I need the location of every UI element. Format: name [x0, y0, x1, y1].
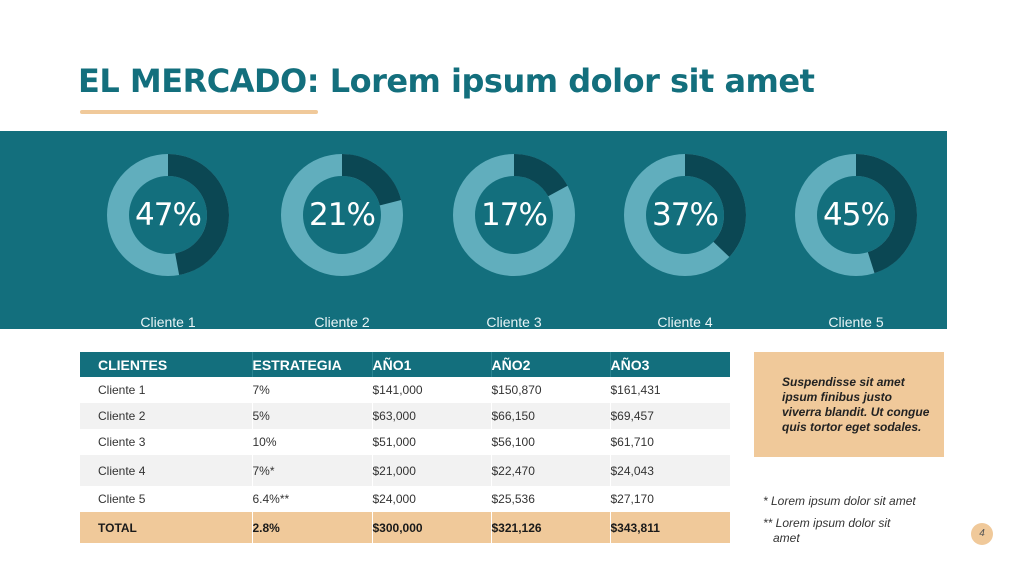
donut-band: 47% Cliente 1 21% Cliente 2 17% Cliente … [0, 131, 947, 330]
footnote-2-line-2: amet [773, 531, 800, 545]
header-ano1: AÑO1 [372, 352, 492, 377]
table-cell: $61,710 [610, 429, 731, 455]
donut-percent: 47% [135, 197, 202, 233]
table-cell: $69,457 [610, 403, 731, 429]
footnote-1: * Lorem ipsum dolor sit amet [763, 494, 916, 508]
table-cell: $150,870 [491, 377, 611, 403]
table-total-row: TOTAL 2.8% $300,000 $321,126 $343,811 [80, 512, 731, 543]
donut-value-arc [453, 154, 575, 276]
total-cell: $300,000 [372, 512, 492, 543]
table-cell: Cliente 5 [80, 486, 253, 512]
note-text: Suspendisse sit amet ipsum finibus justo… [782, 375, 930, 434]
title-underline [80, 110, 318, 114]
donut-chart-cliente-5: 45% Cliente 5 [794, 153, 918, 330]
table-cell: 5% [252, 403, 373, 429]
table-cell: $22,470 [491, 455, 611, 486]
donut-label: Cliente 1 [140, 314, 196, 330]
table-cell: $27,170 [610, 486, 731, 512]
donut-percent: 37% [652, 197, 719, 233]
donut-chart-cliente-4: 37% Cliente 4 [623, 153, 747, 330]
table-cell: $21,000 [372, 455, 492, 486]
slide-title: EL MERCADO: Lorem ipsum dolor sit amet [78, 62, 815, 100]
header-ano3: AÑO3 [610, 352, 730, 377]
donut-value-arc [281, 154, 403, 276]
page-number-badge: 4 [971, 523, 993, 545]
donut-ring [281, 154, 403, 276]
header-ano2: AÑO2 [491, 352, 611, 377]
donut-label: Cliente 5 [828, 314, 884, 330]
donut-value-arc [795, 154, 917, 276]
donut-ring [453, 154, 575, 276]
donut-percent: 45% [823, 197, 890, 233]
table-cell: 7% [252, 377, 373, 403]
table-row: Cliente 4 7%* $21,000 $22,470 $24,043 [80, 455, 731, 486]
donut-percent: 21% [309, 197, 376, 233]
table-cell: 7%* [252, 455, 373, 486]
header-estrategia: ESTRATEGIA [252, 352, 373, 377]
donut-ring [107, 154, 229, 276]
table-cell: Cliente 2 [80, 403, 253, 429]
donut-chart-cliente-2: 21% Cliente 2 [280, 153, 404, 330]
table-row: Cliente 1 7% $141,000 $150,870 $161,431 [80, 377, 731, 403]
table-cell: $25,536 [491, 486, 611, 512]
donut-label: Cliente 3 [486, 314, 542, 330]
table-cell: Cliente 4 [80, 455, 253, 486]
table-cell: $51,000 [372, 429, 492, 455]
donut-value-arc [107, 154, 229, 276]
clients-table: CLIENTES ESTRATEGIA AÑO1 AÑO2 AÑO3 Clien… [80, 352, 731, 543]
donut-label: Cliente 4 [657, 314, 713, 330]
total-cell: $343,811 [610, 512, 731, 543]
total-cell: TOTAL [80, 512, 253, 543]
table-cell: $141,000 [372, 377, 492, 403]
table-cell: $56,100 [491, 429, 611, 455]
table-cell: $66,150 [491, 403, 611, 429]
total-cell: $321,126 [491, 512, 611, 543]
table-cell: $161,431 [610, 377, 731, 403]
donut-value-arc [624, 154, 746, 276]
footnote-2: ** Lorem ipsum dolor sit amet [763, 516, 890, 546]
table-cell: Cliente 1 [80, 377, 253, 403]
donut-ring [624, 154, 746, 276]
table-row: Cliente 3 10% $51,000 $56,100 $61,710 [80, 429, 731, 455]
donut-label: Cliente 2 [314, 314, 370, 330]
table-cell: $24,043 [610, 455, 731, 486]
table-row: Cliente 5 6.4%** $24,000 $25,536 $27,170 [80, 486, 731, 512]
donut-percent: 17% [481, 197, 548, 233]
total-cell: 2.8% [252, 512, 373, 543]
header-clientes: CLIENTES [80, 352, 253, 377]
donut-ring [795, 154, 917, 276]
table-header-row: CLIENTES ESTRATEGIA AÑO1 AÑO2 AÑO3 [80, 352, 730, 377]
donut-chart-cliente-3: 17% Cliente 3 [452, 153, 576, 330]
table-row: Cliente 2 5% $63,000 $66,150 $69,457 [80, 403, 731, 429]
table-cell: 6.4%** [252, 486, 373, 512]
table-cell: 10% [252, 429, 373, 455]
donut-chart-cliente-1: 47% Cliente 1 [106, 153, 230, 330]
footnote-2-line-1: ** Lorem ipsum dolor sit [763, 516, 891, 530]
table-cell: $24,000 [372, 486, 492, 512]
note-box: Suspendisse sit amet ipsum finibus justo… [754, 352, 944, 457]
table-cell: Cliente 3 [80, 429, 253, 455]
table-cell: $63,000 [372, 403, 492, 429]
